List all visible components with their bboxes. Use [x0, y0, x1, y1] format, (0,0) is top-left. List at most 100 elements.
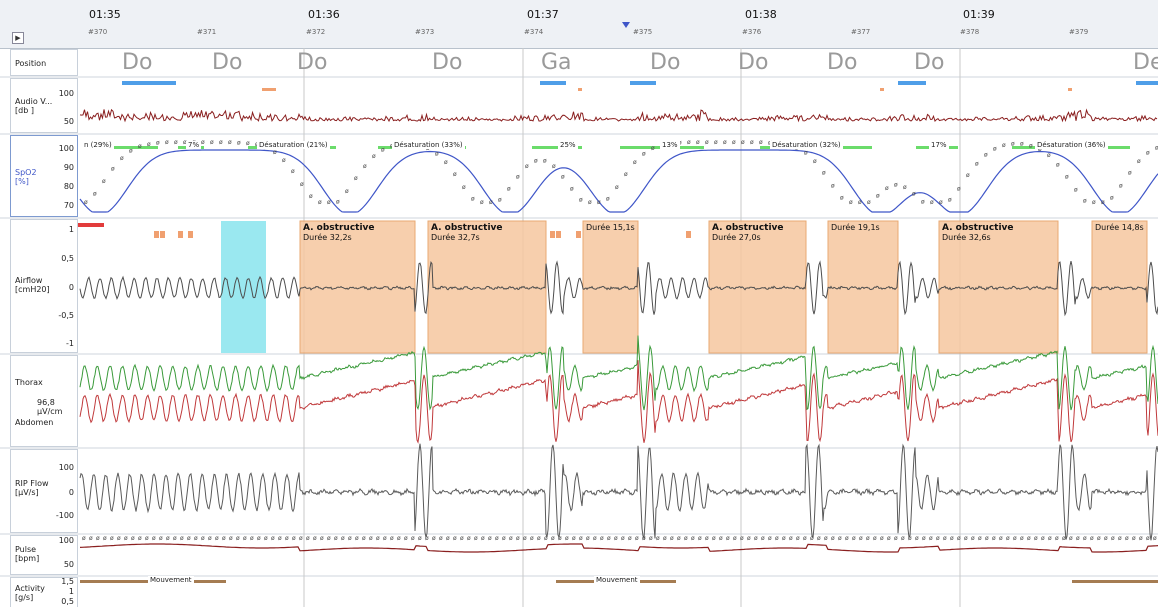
movement-label[interactable]: Mouvement	[148, 576, 194, 584]
spo2-sample-mark: ø	[111, 165, 115, 172]
pulse-sample-mark: ø	[285, 535, 289, 542]
audio-trace	[79, 108, 1158, 123]
channel-label-pulse[interactable]: Pulse [bpm]	[10, 535, 78, 575]
spo2-sample-mark: ø	[1101, 199, 1105, 206]
event-annotation[interactable]: Durée 14,8s	[1092, 221, 1148, 233]
pulse-sample-mark: ø	[572, 535, 576, 542]
spo2-sample-mark: ø	[588, 199, 592, 206]
channel-name: Thorax	[15, 378, 43, 387]
spo2-sample-mark: ø	[525, 163, 529, 170]
desaturation-label[interactable]: Désaturation (33%)	[392, 141, 465, 149]
pulse-sample-mark: ø	[621, 535, 625, 542]
event-annotation[interactable]: A. obstructive Durée 32,6s	[939, 221, 1058, 243]
spo2-sample-mark: ø	[237, 139, 241, 146]
event-annotation[interactable]: Durée 19,1s	[828, 221, 898, 233]
pulse-sample-mark: ø	[1118, 535, 1122, 542]
spo2-sample-mark: ø	[984, 151, 988, 158]
pulse-sample-mark: ø	[117, 535, 121, 542]
event-duration: Durée 19,1s	[831, 223, 880, 232]
desaturation-label[interactable]: Désaturation (32%)	[770, 141, 843, 149]
spo2-sample-mark: ø	[102, 178, 106, 185]
event-annotation[interactable]: A. obstructive Durée 27,0s	[709, 221, 806, 243]
pulse-sample-mark: ø	[635, 535, 639, 542]
pulse-sample-mark: ø	[390, 535, 394, 542]
desaturation-label[interactable]: 17%	[929, 141, 949, 149]
pulse-sample-mark: ø	[278, 535, 282, 542]
pulse-sample-mark: ø	[817, 535, 821, 542]
pulse-sample-mark: ø	[1097, 535, 1101, 542]
channel-name: SpO2	[15, 168, 37, 177]
spo2-sample-mark: ø	[1038, 146, 1042, 153]
pulse-sample-mark: ø	[236, 535, 240, 542]
pulse-sample-mark: ø	[1146, 535, 1150, 542]
channel-label-airflow[interactable]: Airflow [cmH20]	[10, 219, 78, 353]
event-annotation[interactable]: A. obstructive Durée 32,2s	[300, 221, 415, 243]
epoch-label: #379	[1069, 28, 1089, 36]
spo2-sample-mark: ø	[381, 146, 385, 153]
event-annotation[interactable]: A. obstructive Durée 32,7s	[428, 221, 546, 243]
channel-label-activity[interactable]: Activity [g/s]	[10, 577, 78, 607]
epoch-label: #372	[306, 28, 326, 36]
pulse-sample-mark: ø	[523, 535, 527, 542]
spo2-sample-mark: ø	[552, 163, 556, 170]
spo2-sample-mark: ø	[759, 139, 763, 146]
position-label: Do	[827, 50, 858, 75]
pulse-sample-mark: ø	[999, 535, 1003, 542]
pulse-sample-mark: ø	[1041, 535, 1045, 542]
event-title: A. obstructive	[303, 223, 375, 233]
event-duration: Durée 32,2s	[303, 233, 352, 242]
spo2-sample-mark: ø	[165, 139, 169, 146]
channel-label-audio[interactable]: Audio V... [db ]	[10, 78, 78, 133]
pulse-sample-mark: ø	[425, 535, 429, 542]
pulse-sample-mark: ø	[831, 535, 835, 542]
spo2-sample-mark: ø	[327, 199, 331, 206]
pulse-sample-mark: ø	[740, 535, 744, 542]
desaturation-bar	[96, 146, 158, 149]
spo2-sample-mark: ø	[1020, 141, 1024, 148]
spo2-sample-mark: ø	[867, 199, 871, 206]
spo2-sample-mark: ø	[597, 199, 601, 206]
timeline-header[interactable]: ▶ 01:35 01:36 01:37 01:38 01:39 #370 #37…	[0, 0, 1158, 49]
channel-unit: [g/s]	[15, 593, 34, 602]
axis-tick: -0,5	[58, 311, 74, 320]
movement-label[interactable]: Mouvement	[594, 576, 640, 584]
spo2-sample-mark: ø	[723, 139, 727, 146]
spo2-sample-mark: ø	[1092, 199, 1096, 206]
pulse-sample-mark: ø	[880, 535, 884, 542]
desaturation-label[interactable]: 25%	[558, 141, 578, 149]
pulse-sample-mark: ø	[89, 535, 93, 542]
pulse-sample-mark: ø	[845, 535, 849, 542]
airflow-trace	[79, 260, 1158, 317]
spo2-sample-mark: ø	[561, 173, 565, 180]
pulse-sample-mark: ø	[705, 535, 709, 542]
pulse-sample-mark: ø	[642, 535, 646, 542]
desaturation-label[interactable]: Désaturation (36%)	[1035, 141, 1108, 149]
spo2-sample-mark: ø	[1137, 158, 1141, 165]
channel-name: RIP Flow	[15, 479, 49, 488]
spo2-sample-mark: ø	[201, 139, 205, 146]
thorax-trace	[79, 335, 1158, 411]
channel-label-thorax[interactable]: Thorax 96,8 µV/cm Abdomen	[10, 355, 78, 447]
pulse-sample-mark: ø	[509, 535, 513, 542]
expand-icon[interactable]: ▶	[12, 32, 24, 44]
event-annotation[interactable]: Durée 15,1s	[583, 221, 638, 233]
axis-tick: 1,5	[61, 577, 74, 586]
desaturation-bar	[532, 146, 582, 149]
cursor-marker-icon[interactable]	[622, 22, 630, 28]
channel-label-position[interactable]: Position	[10, 49, 78, 76]
channel-name: Position	[15, 59, 47, 68]
desaturation-label[interactable]: 13%	[660, 141, 680, 149]
audio-flag	[262, 88, 276, 91]
pulse-sample-mark: ø	[159, 535, 163, 542]
pulse-sample-mark: ø	[82, 535, 86, 542]
audio-flag	[880, 88, 884, 91]
channel-label-spo2[interactable]: SpO2 [%]	[10, 135, 78, 217]
spo2-sample-mark: ø	[1047, 152, 1051, 159]
desaturation-label[interactable]: n (29%)	[82, 141, 114, 149]
position-label: De	[1133, 50, 1158, 75]
desaturation-label[interactable]: 7%	[186, 141, 202, 149]
channel-label-rip[interactable]: RIP Flow [µV/s]	[10, 449, 78, 533]
desaturation-label[interactable]: Désaturation (21%)	[257, 141, 330, 149]
pulse-sample-mark: ø	[187, 535, 191, 542]
